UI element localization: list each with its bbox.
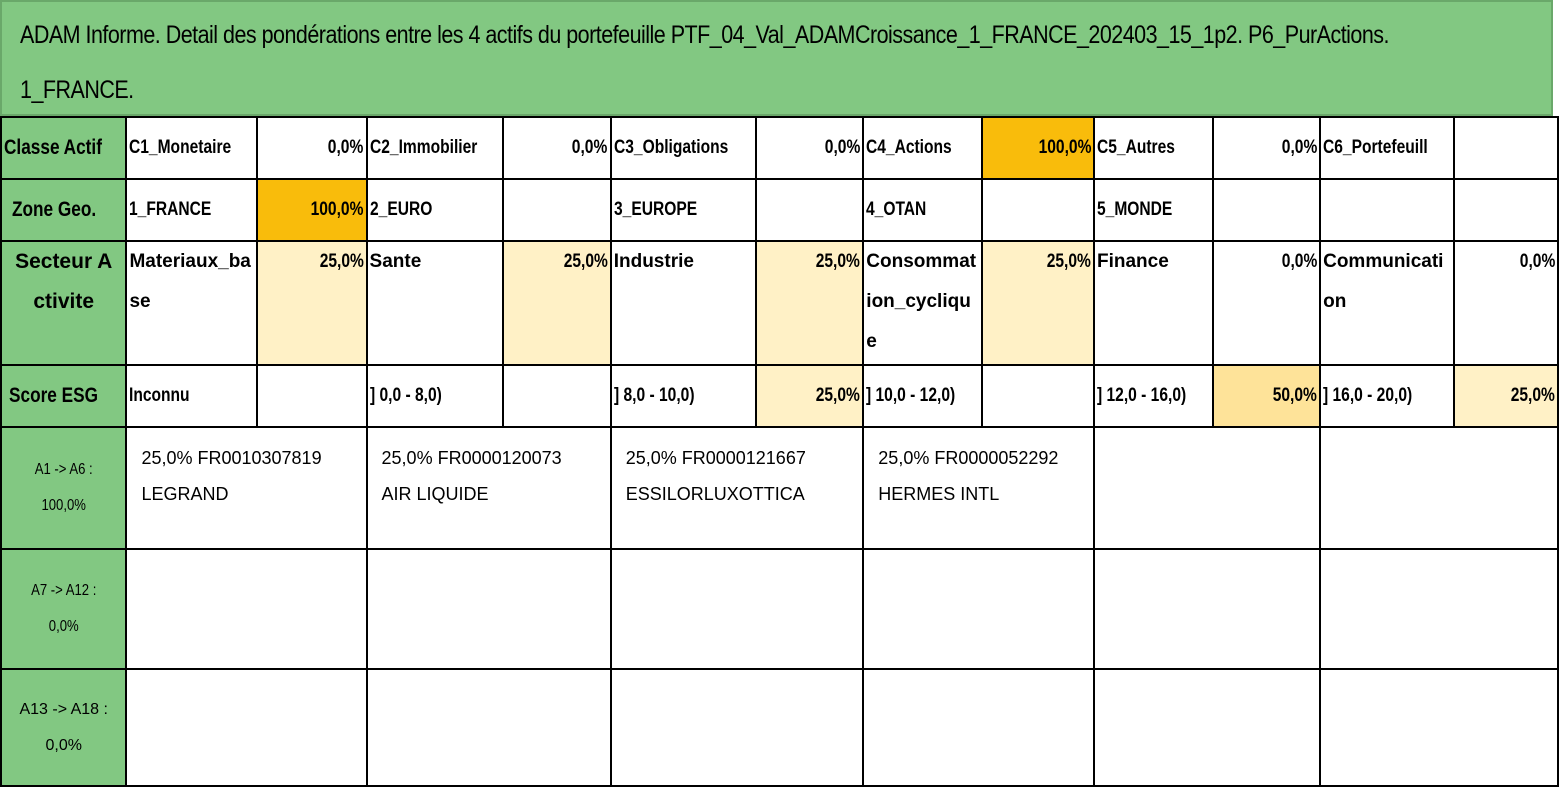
row-header-score-esg: Score ESG bbox=[0, 364, 128, 428]
classe-actif-value: 0,0% bbox=[502, 116, 612, 180]
zone-geo-value bbox=[1211, 178, 1322, 242]
asset-cell-empty bbox=[1092, 548, 1322, 670]
secteur-value: 25,0% bbox=[502, 240, 612, 366]
row-assets-a7-a12: A7 -> A12 : 0,0% bbox=[0, 548, 1559, 670]
asset-weight-isin: 25,0% FR0000120073 bbox=[381, 448, 562, 468]
asset-cell-empty bbox=[125, 668, 368, 787]
asset-weight-isin: 25,0% FR0010307819 bbox=[141, 448, 322, 468]
asset-cell: 25,0% FR0000052292 HERMES INTL bbox=[862, 426, 1095, 550]
asset-cell-empty bbox=[125, 548, 368, 670]
esg-value: 25,0% bbox=[1452, 364, 1559, 428]
report-title-line-1: ADAM Informe. Detail des pondérations en… bbox=[20, 21, 1390, 49]
classe-actif-value bbox=[1452, 116, 1559, 180]
asset-group-label: A13 -> A18 : 0,0% bbox=[0, 668, 128, 787]
row-assets-a13-a18: A13 -> A18 : 0,0% bbox=[0, 668, 1559, 787]
classe-actif-value: 100,0% bbox=[981, 116, 1095, 180]
zone-geo-label: 3_EUROPE bbox=[609, 178, 758, 242]
asset-cell-empty bbox=[862, 668, 1095, 787]
zone-geo-value bbox=[981, 178, 1095, 242]
zone-geo-value bbox=[1452, 178, 1559, 242]
esg-label: Inconnu bbox=[125, 364, 259, 428]
asset-cell-empty bbox=[1319, 426, 1559, 550]
classe-actif-label: C6_Portefeuill bbox=[1319, 116, 1455, 180]
row-zone-geo: Zone Geo. 1_FRANCE 100,0% 2_EURO 3_EUROP… bbox=[0, 178, 1559, 242]
secteur-label: Materiaux_base bbox=[125, 240, 259, 366]
classe-actif-value: 0,0% bbox=[1211, 116, 1322, 180]
asset-cell-empty bbox=[1092, 426, 1322, 550]
asset-name: ESSILORLUXOTTICA bbox=[625, 484, 805, 504]
asset-group-label: A1 -> A6 : 100,0% bbox=[0, 426, 128, 550]
esg-label: ] 8,0 - 10,0) bbox=[609, 364, 758, 428]
zone-geo-value bbox=[502, 178, 612, 242]
classe-actif-label: C3_Obligations bbox=[609, 116, 758, 180]
asset-name: HERMES INTL bbox=[878, 484, 1000, 504]
esg-label: ] 16,0 - 20,0) bbox=[1319, 364, 1455, 428]
esg-value bbox=[981, 364, 1095, 428]
esg-value: 25,0% bbox=[755, 364, 865, 428]
secteur-label: Communication bbox=[1319, 240, 1455, 366]
classe-actif-value: 0,0% bbox=[256, 116, 368, 180]
esg-value bbox=[502, 364, 612, 428]
esg-label: ] 10,0 - 12,0) bbox=[862, 364, 984, 428]
secteur-value: 25,0% bbox=[256, 240, 368, 366]
asset-name: AIR LIQUIDE bbox=[381, 484, 489, 504]
zone-geo-value: 100,0% bbox=[256, 178, 368, 242]
asset-cell: 25,0% FR0000120073 AIR LIQUIDE bbox=[365, 426, 612, 550]
classe-actif-label: C5_Autres bbox=[1092, 116, 1214, 180]
row-header-zone-geo: Zone Geo. bbox=[0, 178, 128, 242]
esg-value: 50,0% bbox=[1211, 364, 1322, 428]
asset-name: LEGRAND bbox=[141, 484, 229, 504]
asset-cell: 25,0% FR0010307819 LEGRAND bbox=[125, 426, 368, 550]
esg-value bbox=[256, 364, 368, 428]
zone-geo-label: 2_EURO bbox=[365, 178, 505, 242]
asset-weight-isin: 25,0% FR0000121667 bbox=[625, 448, 806, 468]
zone-geo-label bbox=[1319, 178, 1455, 242]
asset-group-label: A7 -> A12 : 0,0% bbox=[0, 548, 128, 670]
zone-geo-value bbox=[755, 178, 865, 242]
row-header-classe-actif: Classe Actif bbox=[0, 116, 128, 180]
asset-cell: 25,0% FR0000121667 ESSILORLUXOTTICA bbox=[609, 426, 865, 550]
asset-cell-empty bbox=[609, 548, 865, 670]
zone-geo-label: 5_MONDE bbox=[1092, 178, 1214, 242]
report-title-line-2: 1_FRANCE. bbox=[20, 76, 134, 104]
row-classe-actif: Classe Actif C1_Monetaire 0,0% C2_Immobi… bbox=[0, 116, 1559, 180]
row-header-secteur: Secteur Activite bbox=[0, 240, 128, 366]
asset-cell-empty bbox=[862, 548, 1095, 670]
row-secteur: Secteur Activite Materiaux_base 25,0% Sa… bbox=[0, 240, 1559, 366]
secteur-label: Industrie bbox=[609, 240, 758, 366]
allocation-table: Classe Actif C1_Monetaire 0,0% C2_Immobi… bbox=[0, 116, 1559, 787]
esg-label: ] 0,0 - 8,0) bbox=[365, 364, 505, 428]
secteur-label: Consommation_cyclique bbox=[862, 240, 984, 366]
secteur-label: Finance bbox=[1092, 240, 1214, 366]
asset-cell-empty bbox=[1092, 668, 1322, 787]
asset-cell-empty bbox=[365, 668, 612, 787]
esg-label: ] 12,0 - 16,0) bbox=[1092, 364, 1214, 428]
classe-actif-label: C4_Actions bbox=[862, 116, 984, 180]
asset-cell-empty bbox=[365, 548, 612, 670]
classe-actif-label: C1_Monetaire bbox=[125, 116, 259, 180]
secteur-value: 25,0% bbox=[981, 240, 1095, 366]
asset-weight-isin: 25,0% FR0000052292 bbox=[878, 448, 1059, 468]
row-assets-a1-a6: A1 -> A6 : 100,0% 25,0% FR0010307819 LEG… bbox=[0, 426, 1559, 550]
asset-cell-empty bbox=[1319, 548, 1559, 670]
classe-actif-label: C2_Immobilier bbox=[365, 116, 505, 180]
secteur-value: 0,0% bbox=[1211, 240, 1322, 366]
report-title: ADAM Informe. Detail des pondérations en… bbox=[0, 0, 1553, 116]
zone-geo-label: 4_OTAN bbox=[862, 178, 984, 242]
asset-cell-empty bbox=[1319, 668, 1559, 787]
secteur-label: Sante bbox=[365, 240, 505, 366]
classe-actif-value: 0,0% bbox=[755, 116, 865, 180]
zone-geo-label: 1_FRANCE bbox=[125, 178, 259, 242]
asset-cell-empty bbox=[609, 668, 865, 787]
secteur-value: 25,0% bbox=[755, 240, 865, 366]
secteur-value: 0,0% bbox=[1452, 240, 1559, 366]
row-score-esg: Score ESG Inconnu ] 0,0 - 8,0) ] 8,0 - 1… bbox=[0, 364, 1559, 428]
